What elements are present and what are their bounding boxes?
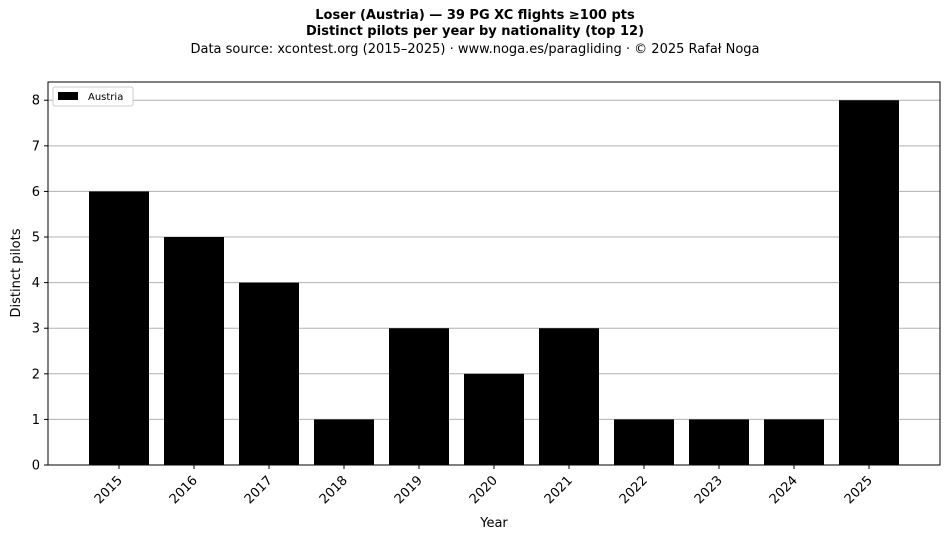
bar (239, 282, 299, 465)
bar (89, 191, 149, 465)
x-axis: 2015 2016 2017 2018 2019 2020 2021 2022 2023 2024… (92, 465, 876, 507)
y-tick-label: 3 (32, 322, 40, 337)
y-tick-label: 0 (32, 459, 40, 474)
y-tick-label: 2 (32, 367, 40, 382)
legend-entry: Austria (88, 92, 123, 103)
x-tick-label: 2023 (692, 473, 726, 507)
x-tick-label: 2017 (242, 473, 276, 507)
legend-swatch (58, 92, 78, 100)
x-tick-label: 2019 (392, 473, 426, 507)
bar (614, 419, 674, 465)
x-tick-label: 2016 (167, 473, 201, 507)
y-tick-label: 5 (32, 231, 40, 246)
bar (764, 419, 824, 465)
x-tick-label: 2020 (467, 473, 501, 507)
legend: Austria (52, 86, 134, 107)
chart-source: Data source: xcontest.org (2015–2025) · … (190, 42, 760, 57)
x-tick-label: 2018 (317, 473, 351, 507)
chart-title: Loser (Austria) — 39 PG XC flights ≥100 … (315, 8, 635, 23)
x-tick-label: 2021 (542, 473, 576, 507)
x-tick-label: 2025 (842, 473, 876, 507)
y-tick-label: 1 (32, 413, 40, 428)
y-tick-label: 8 (32, 94, 40, 109)
y-tick-label: 7 (32, 139, 40, 154)
x-tick-label: 2022 (617, 473, 651, 507)
legend-box (52, 86, 134, 107)
bar (464, 373, 524, 465)
x-axis-label: Year (479, 516, 508, 531)
bar (164, 237, 224, 465)
bar (539, 328, 599, 465)
y-tick-label: 4 (32, 276, 40, 291)
bars (89, 100, 899, 465)
bar (314, 419, 374, 465)
chart-subtitle: Distinct pilots per year by nationality … (305, 24, 645, 39)
x-tick-label: 2015 (92, 473, 126, 507)
y-axis: 0 1 2 3 4 5 6 7 8 (32, 94, 48, 474)
x-tick-label: 2024 (767, 473, 801, 507)
y-tick-label: 6 (32, 185, 40, 200)
bar (689, 419, 749, 465)
y-axis-label: Distinct pilots (9, 228, 24, 317)
bar (839, 100, 899, 465)
bar (389, 328, 449, 465)
